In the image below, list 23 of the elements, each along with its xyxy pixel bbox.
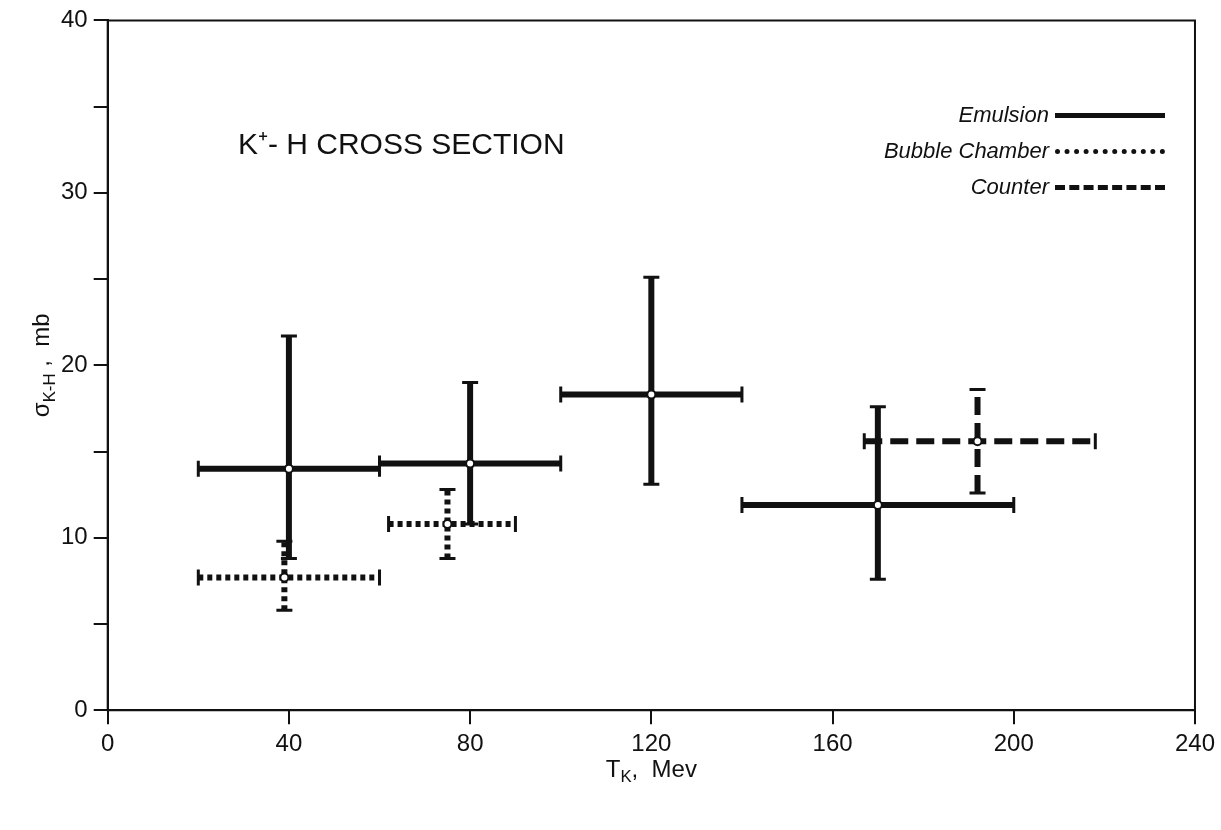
point (279, 572, 290, 583)
y-axis-title: σK-H , mb (27, 313, 59, 418)
legend-label: Bubble Chamber (883, 138, 1049, 165)
legend-label: Counter (970, 174, 1049, 201)
point (442, 518, 453, 529)
y-tick-label: 0 (74, 694, 88, 722)
point (972, 436, 983, 447)
point (646, 389, 657, 400)
legend-label: Emulsion (958, 102, 1049, 129)
x-tick-label: 0 (101, 729, 115, 757)
x-tick-label: 160 (812, 729, 853, 757)
y-tick-label: 30 (60, 177, 88, 205)
x-tick-label: 40 (275, 729, 303, 757)
point (283, 463, 294, 474)
y-tick-label: 20 (60, 349, 88, 377)
x-tick-label: 200 (993, 729, 1034, 757)
y-tick-label: 40 (60, 5, 88, 33)
x-tick-label: 240 (1174, 729, 1215, 757)
x-tick-label: 80 (456, 729, 484, 757)
point (465, 458, 476, 469)
y-tick-label: 10 (60, 522, 88, 550)
x-tick-label: 120 (631, 729, 672, 757)
text: K⁺- H CROSS SECTION (237, 126, 565, 160)
